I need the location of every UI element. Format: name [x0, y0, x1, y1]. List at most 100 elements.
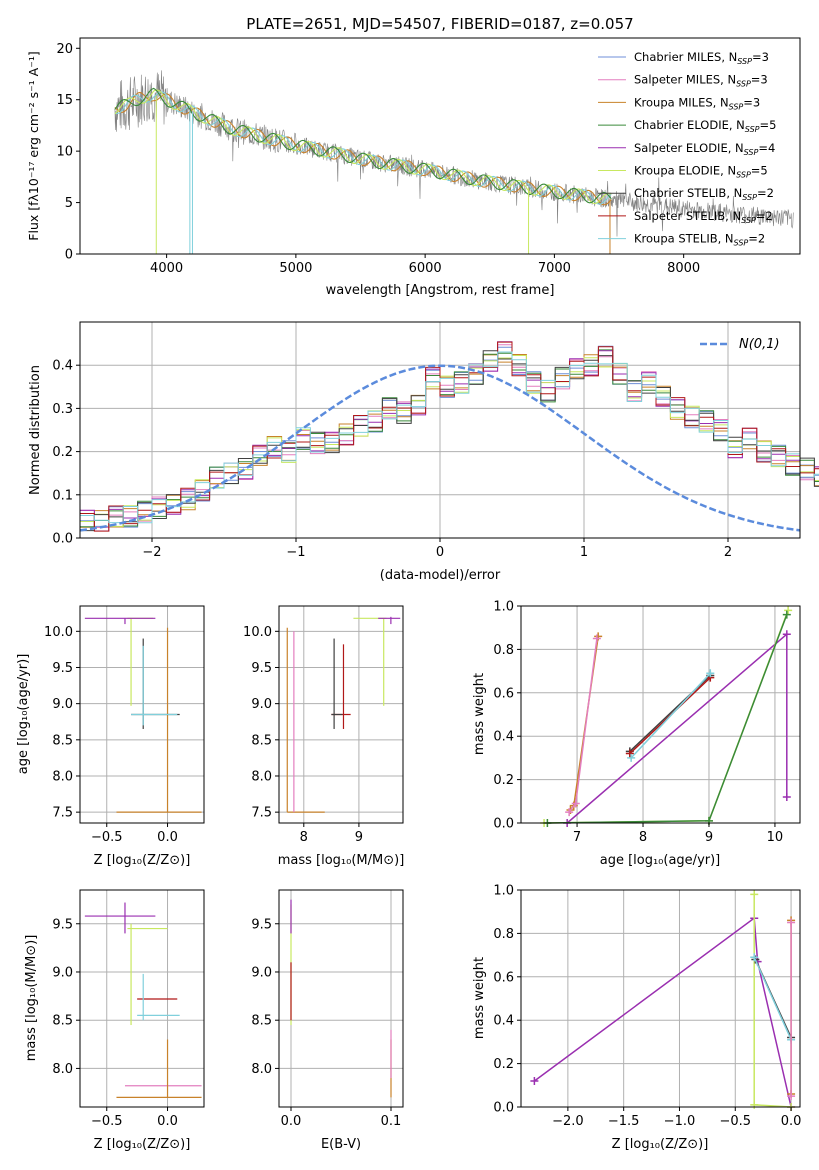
legend-label: Salpeter MILES, NSSP=3: [634, 73, 768, 89]
spectrum-legend: Chabrier MILES, NSSP=3 Salpeter MILES, NS…: [598, 50, 776, 248]
y-tick-label: 1.0: [493, 600, 514, 615]
legend-label-tail: =5: [760, 118, 777, 132]
x-tick-label: 4000: [150, 261, 183, 276]
mass-vs-ebv-frame: [278, 889, 404, 1108]
observed-spectrum-line: [114, 70, 794, 237]
legend-subscript: SSP: [741, 216, 756, 225]
y-tick-label: 7.5: [52, 806, 73, 821]
age-vs-Z-x-axis-label: Z [log₁₀(Z/Z⊙)]: [94, 853, 191, 868]
y-tick-label: 9.5: [52, 661, 73, 676]
legend-label: Salpeter STELIB, NSSP=2: [634, 209, 773, 225]
y-tick-label: 8.0: [251, 1062, 272, 1077]
x-tick-label: 0.0: [781, 1114, 802, 1129]
x-tick-label: 0.0: [157, 830, 178, 845]
spectrum-x-axis-label: wavelength [Angstrom, rest frame]: [326, 283, 555, 298]
legend-subscript: SSP: [734, 239, 749, 248]
series-point-marker: [750, 890, 759, 899]
y-tick-label: 0.6: [493, 970, 514, 985]
mass-vs-ebv-plot-area: [279, 890, 403, 1107]
y-tick-label: 0.6: [493, 686, 514, 701]
normal-legend-label: N(0,1): [739, 337, 780, 352]
y-tick-label: 8.5: [251, 733, 272, 748]
histogram-step-line: [80, 355, 819, 527]
residuals-x-axis-label: (data-model)/error: [380, 568, 501, 583]
y-tick-label: 0.0: [493, 1101, 514, 1116]
y-tick-label: 9.5: [52, 917, 73, 932]
x-tick-label: 9: [705, 830, 713, 845]
weight-vs-Z-y-axis-label: mass weight: [472, 957, 487, 1039]
x-tick-label: 5000: [279, 261, 312, 276]
y-tick-label: 9.5: [251, 661, 272, 676]
legend-label-tail: =3: [752, 50, 769, 64]
weight-vs-Z-x-axis-label: Z [log₁₀(Z/Z⊙)]: [612, 1137, 709, 1152]
weight-vs-Z-ticks: −2.0 −1.5 −1.0 −0.5 0.0 0.0 0.2 0.4 0.6 0.8 1.0: [493, 884, 801, 1130]
histogram-step-line: [80, 341, 819, 532]
series-point-marker: [750, 1100, 759, 1109]
y-tick-label: 9.5: [251, 917, 272, 932]
legend-label-tail: =3: [743, 95, 760, 109]
weight-vs-age-plot-area: [521, 605, 800, 827]
y-tick-label: 7.5: [251, 806, 272, 821]
y-tick-label: 8.5: [251, 1014, 272, 1029]
mass-vs-Z-frame: [79, 889, 205, 1108]
figure-title: PLATE=2651, MJD=54507, FIBERID=0187, z=0…: [246, 15, 633, 33]
legend-subscript: SSP: [745, 125, 760, 134]
model-spectrum-line: [114, 91, 612, 205]
x-tick-label: −0.5: [91, 1114, 123, 1129]
spectrum-y-axis-label: Flux [fλ10⁻¹⁷ erg cm⁻² s⁻¹ A⁻¹]: [26, 51, 41, 240]
y-tick-label: 8.5: [52, 733, 73, 748]
x-tick-label: 8: [639, 830, 647, 845]
mass-vs-Z-plot-area: [80, 890, 204, 1107]
series-line: [533, 916, 792, 1108]
y-tick-label: 0.8: [493, 643, 514, 658]
x-tick-label: 7: [573, 830, 581, 845]
y-tick-label: 0.1: [52, 488, 73, 503]
legend-subscript: SSP: [729, 102, 744, 111]
legend-label: Kroupa MILES, NSSP=3: [634, 95, 760, 111]
y-tick-label: 8.5: [52, 1014, 73, 1029]
weight-vs-age-panel: 7 8 9 10 0.0 0.2 0.4 0.6 0.8 1.0 age [log₁₀(age/y…: [472, 600, 801, 868]
normal-curve-line: [79, 364, 801, 532]
x-tick-label: 9: [355, 830, 363, 845]
y-tick-label: 0.3: [52, 402, 73, 417]
series-line: [753, 894, 792, 1108]
legend-label: Kroupa ELODIE, NSSP=5: [634, 164, 768, 180]
age-vs-Z-y-axis-label: age [log₁₀(age/yr)]: [16, 654, 31, 775]
mass-vs-ebv-ticks: 0.0 0.1 8.0 8.5 9.0 9.5: [251, 917, 401, 1129]
spectrum-lines: [114, 70, 794, 254]
x-tick-label: −0.5: [91, 830, 123, 845]
legend-label: Chabrier ELODIE, NSSP=5: [634, 118, 776, 134]
y-tick-label: 20: [56, 42, 73, 57]
y-tick-label: 0.8: [493, 927, 514, 942]
residuals-panel: −2 −1 0 1 2 0.0 0.1 0.2 0.3 0.4 (data-model)/erro…: [28, 321, 819, 583]
age-vs-Z-plot-area: [80, 606, 204, 823]
series-point-marker: [787, 1092, 796, 1101]
series-point-marker: [784, 606, 793, 615]
model-spectrum-line: [114, 89, 612, 205]
legend-subscript: SSP: [742, 193, 757, 202]
legend-label-tail: =2: [748, 232, 765, 246]
legend-label: Salpeter ELODIE, NSSP=4: [634, 141, 775, 157]
series-line: [566, 632, 788, 824]
y-tick-label: 8.0: [52, 769, 73, 784]
legend-label-tail: =4: [758, 141, 775, 155]
y-tick-label: 15: [56, 93, 73, 108]
age-vs-mass-ticks: 8 9 7.5 8.0 8.5 9.0 9.5 10.0: [243, 625, 363, 845]
age-vs-mass-frame: [278, 605, 404, 824]
series-point-marker: [565, 808, 574, 817]
x-tick-label: 0.0: [281, 1114, 302, 1129]
y-tick-label: 0.2: [493, 1057, 514, 1072]
weight-vs-age-y-axis-label: mass weight: [472, 673, 487, 755]
y-tick-label: 9.0: [52, 965, 73, 980]
residuals-ticks: −2 −1 0 1 2 0.0 0.1 0.2 0.3 0.4: [52, 359, 732, 560]
series-point-marker: [627, 753, 636, 762]
mass-vs-Z-x-axis-label: Z [log₁₀(Z/Z⊙)]: [94, 1137, 191, 1152]
series-point-marker: [787, 918, 796, 927]
y-tick-label: 10: [56, 145, 73, 160]
legend-label-tail: =2: [756, 209, 773, 223]
spectrum-plot-area: [114, 70, 794, 254]
age-vs-Z-frame: [79, 605, 205, 824]
age-vs-mass-plot-area: [279, 606, 403, 823]
histogram-step-line: [80, 354, 819, 528]
